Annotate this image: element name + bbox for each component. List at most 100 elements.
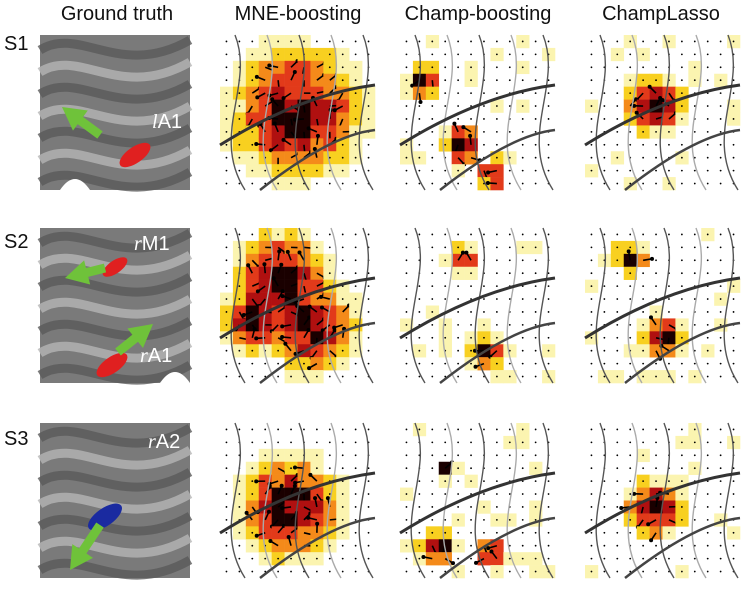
heat-cell (310, 99, 324, 113)
arrow-tip (660, 97, 665, 102)
grid-dot (693, 298, 696, 300)
grid-dot (590, 105, 593, 107)
grid-dot (354, 66, 357, 69)
grid-dot (603, 311, 606, 313)
arrow-tip (486, 170, 491, 175)
grid-dot (405, 285, 408, 288)
grid-dot (590, 298, 593, 300)
heat-cell (310, 151, 324, 165)
grid-dot (590, 259, 593, 262)
grid-dot (470, 518, 472, 521)
grid-dot (616, 40, 619, 43)
grid-dot (719, 272, 722, 275)
grid-dot (470, 375, 472, 378)
grid-dot (521, 156, 524, 159)
grid-dot (508, 428, 511, 431)
grid-dot (418, 570, 421, 573)
grid-dot (680, 246, 683, 249)
grid-dot (547, 156, 550, 159)
grid-dot (444, 272, 447, 275)
grid-dot (590, 233, 593, 236)
grid-dot (418, 298, 421, 300)
boundary-line (584, 83, 741, 147)
grid-dot (315, 375, 318, 378)
arrow-tip (254, 74, 259, 79)
grid-dot (668, 298, 670, 300)
arrow-tip (292, 465, 297, 470)
grid-dot (547, 362, 550, 365)
grid-dot (590, 169, 593, 172)
sulcus-line (595, 422, 611, 579)
grid-dot (367, 156, 370, 159)
sulcus-line (294, 227, 310, 384)
grid-dot (341, 259, 344, 262)
grid-dot (238, 143, 241, 146)
grid-dot (418, 118, 421, 120)
grid-dot (354, 570, 357, 573)
grid-dot (616, 467, 619, 470)
grid-dot (225, 169, 228, 172)
grid-dot (655, 233, 657, 236)
grid-dot (719, 156, 722, 159)
grid-dot (616, 105, 619, 107)
grid-dot (629, 66, 632, 69)
grid-dot (534, 493, 537, 495)
grid-dot (238, 298, 241, 300)
grid-dot (603, 156, 606, 159)
grid-dot (590, 506, 593, 508)
sulcus-line (691, 227, 707, 384)
sulcus-line (442, 227, 458, 384)
grid-dot (534, 130, 537, 133)
grid-dot (238, 92, 241, 95)
grid-dot (706, 66, 709, 69)
arrow-tip (241, 312, 246, 317)
grid-dot (367, 79, 370, 82)
sulcus-line (595, 227, 611, 384)
grid-dot (603, 349, 606, 352)
grid-dot (277, 182, 280, 185)
arrow-tip (277, 249, 282, 254)
grid-dot (225, 480, 228, 483)
grid-dot (655, 454, 657, 457)
grid-dot (495, 298, 498, 300)
sulcus-line (723, 34, 739, 191)
grid-dot (668, 531, 670, 534)
grid-dot (431, 531, 434, 534)
grid-dot (251, 531, 254, 534)
arrow-tip (279, 483, 284, 488)
grid-dot (405, 362, 408, 365)
grid-dot (470, 441, 472, 444)
grid-dot (508, 105, 511, 107)
grid-dot (547, 467, 550, 470)
grid-dot (719, 105, 722, 107)
grid-dot (655, 259, 657, 262)
grid-dot (719, 362, 722, 365)
grid-dot (367, 311, 370, 313)
grid-dot (238, 285, 241, 288)
grid-dot (603, 362, 606, 365)
grid-dot (534, 349, 537, 352)
grid-dot (590, 40, 593, 43)
grid-dot (732, 118, 735, 120)
grid-dot (590, 557, 593, 560)
sulcus-line (358, 34, 374, 191)
grid-dot (629, 246, 632, 249)
arrow-tip (254, 141, 259, 146)
grid-dot (706, 272, 709, 275)
grid-dot (603, 118, 606, 120)
grid-dot (277, 40, 280, 43)
heat-cell (323, 112, 337, 126)
grid-dot (457, 40, 460, 43)
grid-dot (642, 323, 645, 326)
grid-dot (341, 362, 344, 365)
grid-dot (521, 323, 524, 326)
grid-dot (238, 349, 241, 352)
heat-cell (649, 500, 663, 514)
grid-dot (616, 53, 619, 56)
grid-dot (616, 259, 619, 262)
grid-dot (457, 557, 460, 560)
arrow-tip (280, 294, 285, 299)
grid-dot (508, 362, 511, 365)
grid-dot (534, 467, 537, 470)
grid-dot (590, 336, 593, 339)
